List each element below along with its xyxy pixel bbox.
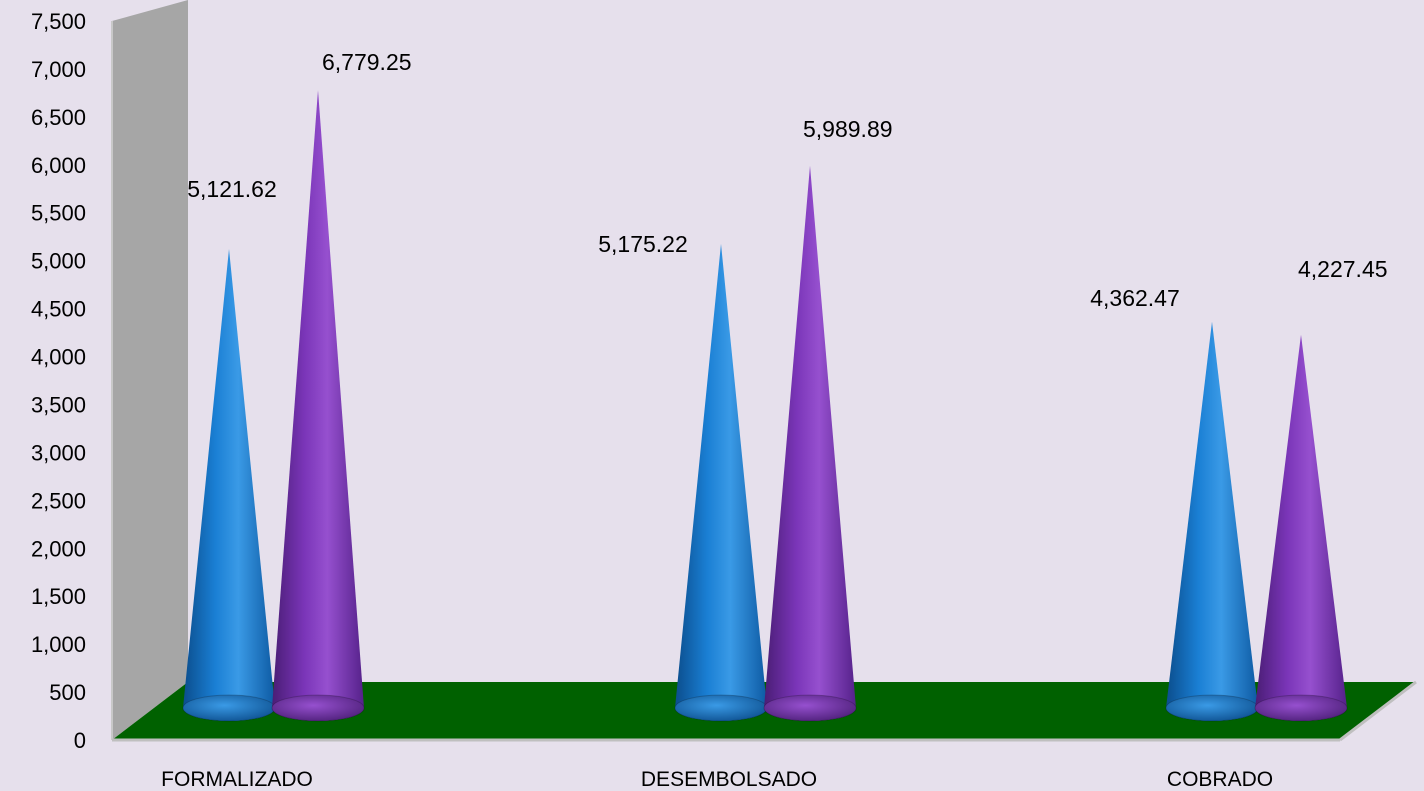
y-tick-label: 5,000 (31, 249, 86, 274)
floor-side-edge (1339, 680, 1417, 742)
y-tick-label: 7,000 (31, 57, 86, 82)
chart-cones (182, 90, 1348, 722)
y-tick-label: 500 (49, 680, 86, 705)
x-tick-label: FORMALIZADO (161, 768, 313, 791)
cone-body (675, 243, 767, 722)
y-tick-label: 3,500 (31, 392, 86, 417)
y-tick-label: 5,500 (31, 201, 86, 226)
cone-body (764, 165, 856, 721)
cone (1254, 334, 1348, 722)
data-label: 5,121.62 (187, 176, 277, 202)
cone-base (1254, 694, 1348, 722)
y-tick-label: 0 (74, 728, 86, 753)
y-tick-label: 4,500 (31, 297, 86, 322)
data-label: 5,989.89 (803, 116, 893, 142)
y-tick-label: 3,000 (31, 440, 86, 465)
data-label: 4,227.45 (1298, 256, 1388, 282)
cone-body (183, 249, 275, 721)
cone (1165, 321, 1259, 722)
data-label: 5,175.22 (598, 231, 688, 257)
cone-base (182, 694, 276, 722)
cone-base (1165, 694, 1259, 722)
cone-body (1166, 321, 1258, 721)
cone-base (674, 694, 768, 722)
back-wall (112, 0, 188, 740)
y-tick-label: 6,000 (31, 153, 86, 178)
cone-base (763, 694, 857, 722)
data-label: 4,362.47 (1090, 285, 1180, 311)
cone (182, 249, 276, 722)
y-axis: 0 500 1,000 1,500 2,000 2,500 3,000 3,500 4,000 4… (31, 9, 86, 753)
x-tick-label: DESEMBOLSADO (641, 768, 817, 791)
y-tick-label: 2,000 (31, 536, 86, 561)
y-tick-label: 4,000 (31, 345, 86, 370)
cone (763, 165, 857, 722)
cone-base (271, 694, 365, 722)
y-tick-label: 7,500 (31, 9, 86, 34)
x-axis: FORMALIZADO DESEMBOLSADO COBRADO (161, 768, 1273, 791)
y-tick-label: 6,500 (31, 105, 86, 130)
cone (674, 243, 768, 722)
chart-wall (111, 0, 188, 740)
cone-body (1255, 334, 1347, 721)
cone (271, 90, 365, 722)
data-label: 6,779.25 (322, 49, 412, 75)
y-tick-label: 1,500 (31, 584, 86, 609)
data-labels: 5,121.62 6,779.25 5,175.22 5,989.89 4,362.47… (187, 49, 1387, 311)
y-tick-label: 1,000 (31, 632, 86, 657)
y-tick-label: 2,500 (31, 488, 86, 513)
cone-body (272, 90, 364, 722)
x-tick-label: COBRADO (1167, 768, 1273, 791)
